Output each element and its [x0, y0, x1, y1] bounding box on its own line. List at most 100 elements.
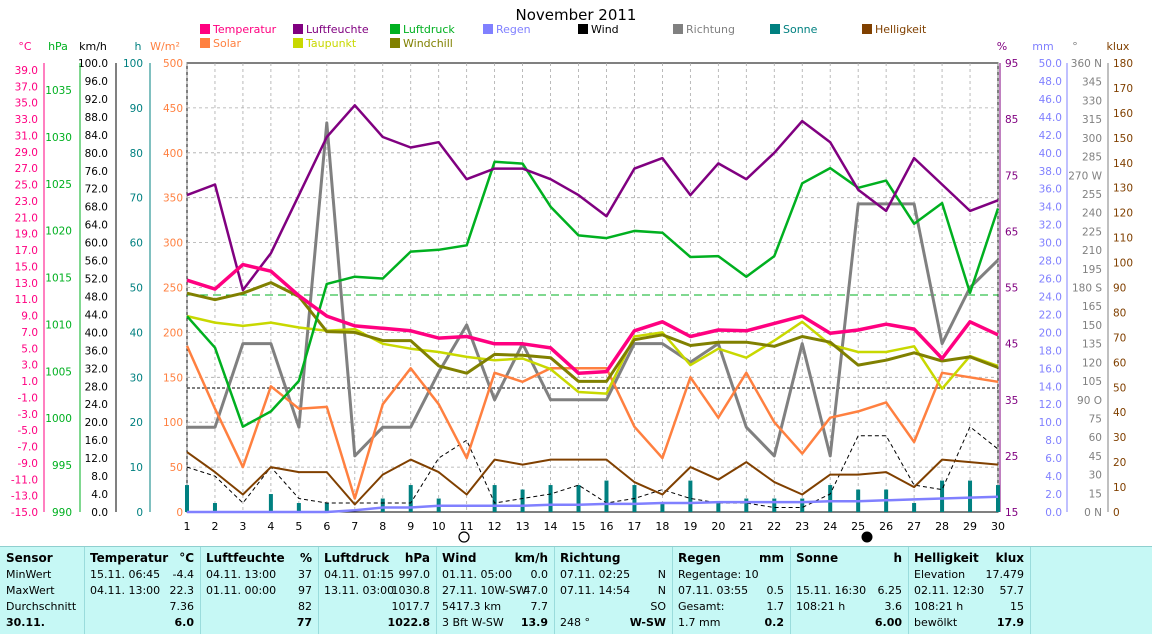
x-tick-label: 6	[323, 520, 330, 533]
axis-tick-deg: 255	[1082, 189, 1102, 201]
axis-tick-klux: 100	[1113, 258, 1133, 270]
stats-cell: 13.11. 03:00 1030.8	[324, 583, 430, 598]
stats-cell-label: 15.11. 06:45	[90, 568, 161, 581]
legend-label: Helligkeit	[875, 23, 927, 36]
stats-unit: km/h	[514, 551, 548, 565]
stats-cell-value: N	[657, 568, 666, 581]
stats-cell: 248 ° W-SW	[560, 615, 666, 630]
axis-tick-temp: 27.0	[15, 163, 38, 175]
x-tick-label: 7	[351, 520, 358, 533]
stats-cell-label: 02.11. 12:30	[914, 584, 985, 597]
axis-tick-temp: 17.0	[15, 245, 38, 257]
axis-tick-temp: 19.0	[15, 229, 38, 241]
stats-header: Luftfeuchte%	[206, 551, 312, 566]
stats-cell-label: 5417.3 km	[442, 600, 502, 613]
axis-tick-kmh: 72.0	[85, 184, 108, 196]
sun-bar	[716, 503, 721, 512]
statistics-panel: Sensor MinWert MaxWert Durchschnitt 30.1…	[0, 546, 1152, 634]
stats-row-label: Durchschnitt	[6, 600, 77, 613]
axis-tick-kmh: 44.0	[85, 309, 108, 321]
stats-cell: 07.11. 14:54 N	[560, 583, 666, 598]
plot-frame	[186, 62, 999, 513]
stats-cell-value: 6.0	[174, 616, 195, 629]
axis-tick-kmh: 84.0	[85, 130, 108, 142]
stats-header: Regen mm	[678, 551, 784, 566]
series-line-temperatur	[186, 262, 999, 375]
stats-cell: 02.11. 12:30 57.7	[914, 583, 1024, 598]
stats-cell-value: 7.36	[169, 600, 195, 613]
legend-swatch	[293, 24, 303, 34]
axis-tick-deg: 195	[1082, 264, 1102, 276]
axis-tick-hpa: 1030	[45, 132, 72, 144]
stats-cell: 01.11. 00:00 97	[206, 583, 312, 598]
stats-cell: bewölkt 17.9	[914, 615, 1024, 630]
axis-tick-kmh: 24.0	[85, 399, 108, 411]
axis-tick-pct: 25	[1005, 451, 1018, 463]
axis-tick-wm2: 250	[163, 283, 183, 295]
axis-tick-hpa: 1010	[45, 319, 72, 331]
sun-bar	[296, 503, 301, 512]
axis-tick-mm: 38.0	[1039, 166, 1062, 178]
x-tick-label: 28	[935, 520, 949, 533]
stats-cell: 15.11. 06:45 -4.4	[90, 567, 194, 582]
stats-cell: 3 Bft W-SW 13.9	[442, 615, 548, 630]
axis-tick-temp: -15.0	[11, 507, 38, 519]
stats-unit: klux	[995, 551, 1024, 565]
stats-cell-label: 248 °	[560, 616, 590, 629]
axis-tick-mm: 16.0	[1039, 363, 1062, 375]
stats-cell: 04.11. 13:00 22.3	[90, 583, 194, 598]
axis-tick-temp: 33.0	[15, 114, 38, 126]
axis-tick-hpa: 990	[52, 507, 72, 519]
sun-bar	[380, 498, 385, 512]
stats-cell: 108:21 h 15	[914, 599, 1024, 614]
axis-tick-h: 90	[130, 103, 143, 115]
stats-cell-value: N	[657, 584, 666, 597]
axis-tick-deg: 30	[1089, 470, 1102, 482]
axis-tick-deg: 15	[1089, 488, 1102, 500]
stats-cell-value: W-SW	[629, 616, 666, 629]
axis-tick-mm: 36.0	[1039, 184, 1062, 196]
legend-swatch	[862, 24, 872, 34]
stats-cell-value: 57.7	[999, 584, 1025, 597]
axis-tick-kmh: 96.0	[85, 76, 108, 88]
stats-row-label: 30.11.	[6, 616, 45, 629]
axis-tick-pct: 15	[1005, 507, 1018, 519]
stats-cell: 1022.8	[324, 615, 430, 630]
stats-cell: 04.11. 01:15 997.0	[324, 567, 430, 582]
stats-title: Richtung	[560, 551, 621, 565]
axis-tick-hpa: 1015	[45, 273, 72, 285]
axis-tick-hpa: 1005	[45, 366, 72, 378]
axis-unit-temp: °C	[18, 40, 32, 53]
sun-bar	[576, 485, 581, 512]
series-line-richtung	[187, 121, 1000, 458]
x-ticks: 1 2 3 4 5 6 7 8 9 10 11 12 13 14 15 16 17 18 19 20 21 22 23 24 2…	[184, 520, 1006, 533]
axis-tick-temp: 13.0	[15, 278, 38, 290]
stats-cell: 27.11. 10W-SW 47.0	[442, 583, 548, 598]
axis-tick-mm: 30.0	[1039, 238, 1062, 250]
stats-unit: hPa	[404, 551, 430, 565]
axis-tick-pct: 75	[1005, 170, 1018, 182]
axis-tick-klux: 170	[1113, 83, 1133, 95]
axis-tick-klux: 140	[1113, 158, 1133, 170]
stats-column-wind: Wind km/h 01.11. 05:00 0.0 27.11. 10W-SW 47.0…	[436, 547, 555, 634]
sun-bar	[996, 485, 1000, 512]
stats-cell: 5417.3 km 7.7	[442, 599, 548, 614]
legend-swatch	[390, 38, 400, 48]
axis-tick-mm: 44.0	[1039, 112, 1062, 124]
stats-unit: %	[299, 551, 312, 565]
x-tick-label: 4	[267, 520, 274, 533]
sun-bar	[828, 485, 833, 512]
sun-bar	[520, 489, 525, 512]
axis-tick-h: 0	[136, 507, 143, 519]
axis-tick-deg: 75	[1089, 413, 1102, 425]
stats-cell: 1017.7	[324, 599, 431, 614]
axis-tick-temp: 5.0	[21, 343, 38, 355]
stats-cell-value: 0.5	[766, 584, 785, 597]
axis-tick-mm: 14.0	[1039, 381, 1062, 393]
x-tick-label: 16	[599, 520, 613, 533]
stats-cell-value: 997.0	[398, 568, 431, 581]
x-tick-label: 17	[627, 520, 641, 533]
axis-tick-mm: 50.0	[1039, 58, 1062, 70]
x-tick-label: 14	[544, 520, 558, 533]
axis-tick-temp: 31.0	[15, 130, 38, 142]
